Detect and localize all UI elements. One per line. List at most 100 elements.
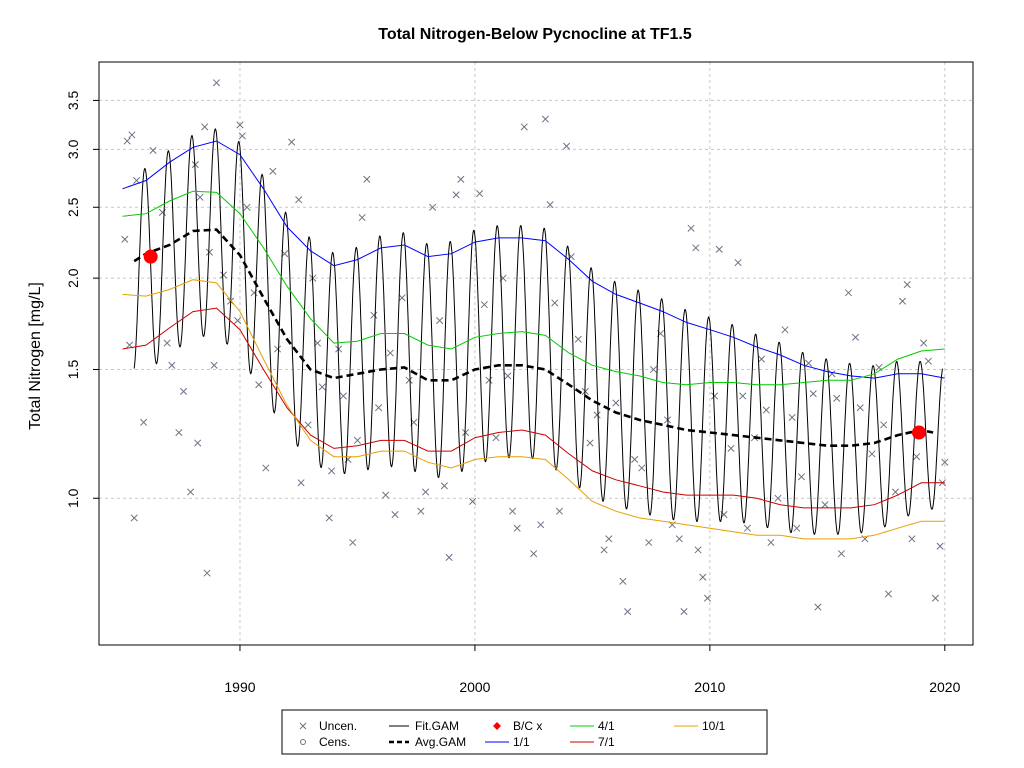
data-point [175, 428, 183, 437]
data-point [924, 357, 932, 365]
data-point [638, 464, 646, 472]
data-point [788, 413, 796, 421]
data-point [936, 542, 944, 550]
data-point [781, 326, 789, 334]
series-1-1 [122, 140, 945, 379]
data-point [624, 607, 632, 616]
data-point [436, 316, 444, 325]
data-point [191, 160, 199, 169]
data-point [903, 280, 911, 289]
data-point [130, 514, 138, 522]
legend-label: B/C x [513, 719, 542, 733]
data-point [168, 361, 176, 369]
data-points [121, 79, 949, 616]
data-point [612, 399, 620, 407]
x-tick-label: 2020 [929, 679, 960, 695]
data-point [391, 511, 399, 519]
data-point [562, 142, 571, 150]
data-point [255, 381, 263, 389]
data-point [457, 175, 465, 183]
data-point [238, 132, 246, 140]
data-point [212, 79, 221, 87]
data-point [880, 421, 888, 429]
data-point [767, 538, 775, 547]
data-point [194, 439, 202, 447]
data-point [318, 383, 326, 391]
data-point [692, 244, 700, 252]
plot-frame [98, 61, 974, 646]
data-point [480, 301, 488, 309]
data-point [694, 546, 702, 554]
data-point [243, 203, 251, 211]
legend-label: 1/1 [513, 735, 530, 749]
series-10-1 [122, 279, 945, 540]
data-point [128, 131, 136, 139]
data-point [325, 514, 333, 522]
chart-title: Total Nitrogen-Below Pycnocline at TF1.5 [378, 26, 692, 43]
data-point [353, 436, 361, 444]
y-tick-label: 2.0 [65, 268, 81, 288]
data-point [370, 311, 378, 319]
data-point [461, 428, 470, 437]
data-point [269, 167, 277, 175]
grid [99, 62, 973, 645]
x-tick-label: 1990 [224, 679, 255, 695]
series-7-1 [122, 307, 945, 509]
data-point [868, 450, 876, 458]
data-point [405, 376, 413, 384]
data-point [262, 464, 270, 472]
data-point [851, 333, 860, 341]
y-tick-label: 1.0 [65, 488, 81, 508]
data-point [429, 203, 437, 211]
data-point [530, 550, 538, 558]
data-point [417, 507, 425, 515]
data-point [297, 479, 305, 487]
x-tick-label: 2000 [459, 679, 490, 695]
data-point [619, 577, 627, 585]
y-tick-label: 2.5 [65, 197, 81, 217]
data-point [537, 521, 545, 529]
data-point [339, 392, 347, 400]
data-point [821, 501, 829, 509]
data-point [941, 458, 949, 466]
data-point [898, 297, 907, 305]
data-point [440, 482, 448, 490]
data-point [920, 339, 928, 347]
data-point [793, 524, 801, 532]
fit-gam-line [133, 128, 943, 535]
data-point [234, 316, 242, 325]
data-point [913, 453, 921, 461]
data-point [349, 538, 357, 547]
data-point [774, 494, 782, 502]
data-point [508, 507, 517, 515]
legend-label: 4/1 [598, 719, 615, 733]
fit-gam-path [133, 128, 943, 535]
data-point [274, 345, 282, 353]
data-point [649, 365, 658, 374]
legend: Uncen. Cens. Fit.GAM Avg.GAM B/C x 1/1 4/1 7/1 1… [281, 709, 768, 755]
data-point [210, 361, 218, 369]
data-point [422, 488, 430, 496]
x-tick-label: 2010 [694, 679, 725, 695]
data-point [586, 439, 594, 447]
data-point [762, 406, 770, 414]
data-point [123, 137, 131, 145]
data-point [236, 121, 244, 129]
data-point [814, 603, 822, 611]
legend-label: 7/1 [598, 735, 615, 749]
data-point [485, 376, 493, 384]
data-point [504, 372, 512, 380]
data-point [513, 524, 521, 532]
data-point [363, 175, 371, 183]
y-tick-label: 3.5 [65, 90, 81, 110]
data-point [891, 488, 900, 496]
data-point [675, 535, 683, 543]
data-point [205, 248, 213, 256]
bc-marker [911, 425, 926, 440]
data-point [219, 271, 228, 279]
data-point [605, 535, 613, 543]
legend-label: Fit.GAM [415, 719, 459, 733]
data-point [476, 190, 484, 198]
data-point [196, 193, 204, 201]
data-point [574, 335, 582, 343]
